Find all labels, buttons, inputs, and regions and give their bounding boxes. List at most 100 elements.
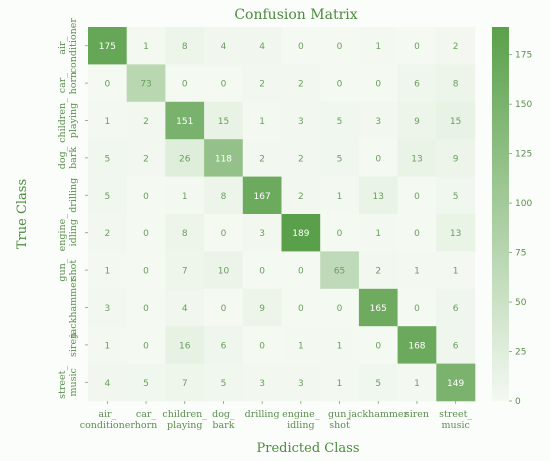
x-tick-label: drilling (245, 409, 280, 420)
cell-value-label: 2 (298, 192, 304, 202)
heatmap-cell (358, 139, 398, 177)
cell-value-label: 1 (453, 267, 459, 277)
cell-value-label: 149 (447, 379, 464, 389)
cell-value-label: 5 (104, 192, 110, 202)
heatmap-cell (436, 64, 476, 103)
cell-value-label: 1 (337, 379, 343, 389)
cell-value-label: 1 (182, 192, 188, 202)
heatmap-cell (281, 101, 321, 140)
heatmap-cell (397, 363, 437, 402)
cell-value-label: 175 (99, 42, 116, 52)
y-tick-label: siren (68, 333, 79, 357)
cell-value-label: 5 (104, 154, 110, 164)
heatmap-cell (320, 64, 360, 103)
heatmap-cell (281, 363, 321, 402)
cell-value-label: 9 (453, 154, 459, 164)
heatmap-cell (281, 139, 321, 177)
heatmap-cell (436, 27, 476, 65)
colorbar (492, 27, 509, 401)
cell-value-label: 0 (298, 267, 304, 277)
heatmap-cell (320, 139, 360, 177)
x-tick-label: street_ music (439, 409, 472, 431)
heatmap-cell (126, 64, 166, 103)
cell-value-label: 4 (221, 42, 227, 52)
cell-value-label: 1 (259, 117, 265, 127)
cell-value-label: 0 (375, 341, 381, 351)
heatmap-cell (436, 363, 476, 402)
heatmap-cell (204, 363, 244, 402)
heatmap-cell (320, 326, 360, 364)
heatmap-cell (204, 139, 244, 177)
heatmap-cell (397, 64, 437, 103)
cell-value-label: 2 (143, 154, 149, 164)
cell-value-label: 0 (104, 80, 110, 90)
heatmap-cell (436, 176, 476, 215)
heatmap-cell (320, 363, 360, 402)
heatmap-cell (320, 288, 360, 327)
cell-value-label: 2 (298, 80, 304, 90)
cell-value-label: 0 (375, 154, 381, 164)
cell-value-label: 1 (414, 267, 420, 277)
cell-value-label: 0 (337, 42, 343, 52)
cell-value-label: 165 (370, 304, 387, 314)
cell-value-label: 6 (221, 341, 227, 351)
heatmap-cell (126, 139, 166, 177)
cell-value-label: 0 (143, 341, 149, 351)
heatmap-cell (397, 288, 437, 327)
heatmap-cell (242, 326, 282, 364)
cell-value-label: 8 (182, 229, 188, 239)
cell-value-label: 3 (259, 229, 265, 239)
cell-value-label: 0 (337, 229, 343, 239)
heatmap-cell (88, 251, 127, 290)
cell-value-label: 0 (182, 80, 188, 90)
heatmap-cell (126, 288, 166, 327)
heatmap-cell (126, 27, 166, 65)
cell-value-label: 6 (453, 341, 459, 351)
heatmap-cell (204, 214, 244, 252)
colorbar-ticks: 0 25 50 75 100 125 150 175 (509, 51, 532, 407)
heatmap-cell (165, 27, 205, 65)
heatmap-cell (358, 363, 398, 402)
colorbar-tick-label: 75 (515, 249, 526, 259)
heatmap-cell (281, 251, 321, 290)
cell-value-label: 1 (375, 229, 381, 239)
cell-value-label: 3 (259, 379, 265, 389)
colorbar-tick-label: 50 (515, 298, 527, 308)
cell-value-label: 0 (337, 304, 343, 314)
y-tick-label: drilling (68, 178, 79, 213)
x-tick-label: children_ playing (162, 409, 207, 431)
heatmap-cell (436, 251, 476, 290)
heatmap-cell (281, 27, 321, 65)
cell-value-label: 2 (259, 154, 265, 164)
heatmap-cell (88, 176, 127, 215)
cell-value-label: 0 (414, 304, 420, 314)
cell-value-label: 9 (414, 117, 420, 127)
cell-value-label: 0 (259, 341, 265, 351)
heatmap-cell (165, 251, 205, 290)
heatmap-cell (358, 251, 398, 290)
heatmap-cell (126, 251, 166, 290)
cell-value-label: 0 (143, 267, 149, 277)
heatmap-cell (126, 363, 166, 402)
cell-value-label: 2 (375, 267, 381, 277)
heatmap-cell (242, 214, 282, 252)
heatmap-cell (281, 288, 321, 327)
cell-value-label: 0 (298, 304, 304, 314)
heatmap-cell (165, 176, 205, 215)
heatmap-cell (204, 27, 244, 65)
x-axis-label: Predicted Class (257, 441, 360, 456)
heatmap-cell (165, 64, 205, 103)
cell-value-label: 0 (298, 42, 304, 52)
heatmap-cell (204, 251, 244, 290)
cell-value-label: 118 (215, 154, 232, 164)
heatmap-cell (358, 64, 398, 103)
heatmap-cell (358, 176, 398, 215)
x-tick-label: car_ horn (135, 409, 158, 431)
cell-value-label: 168 (408, 341, 425, 351)
heatmap-cell (88, 214, 127, 252)
heatmap-cell (281, 64, 321, 103)
heatmap-cell (242, 27, 282, 65)
cell-value-label: 3 (298, 379, 304, 389)
cell-value-label: 6 (453, 304, 459, 314)
